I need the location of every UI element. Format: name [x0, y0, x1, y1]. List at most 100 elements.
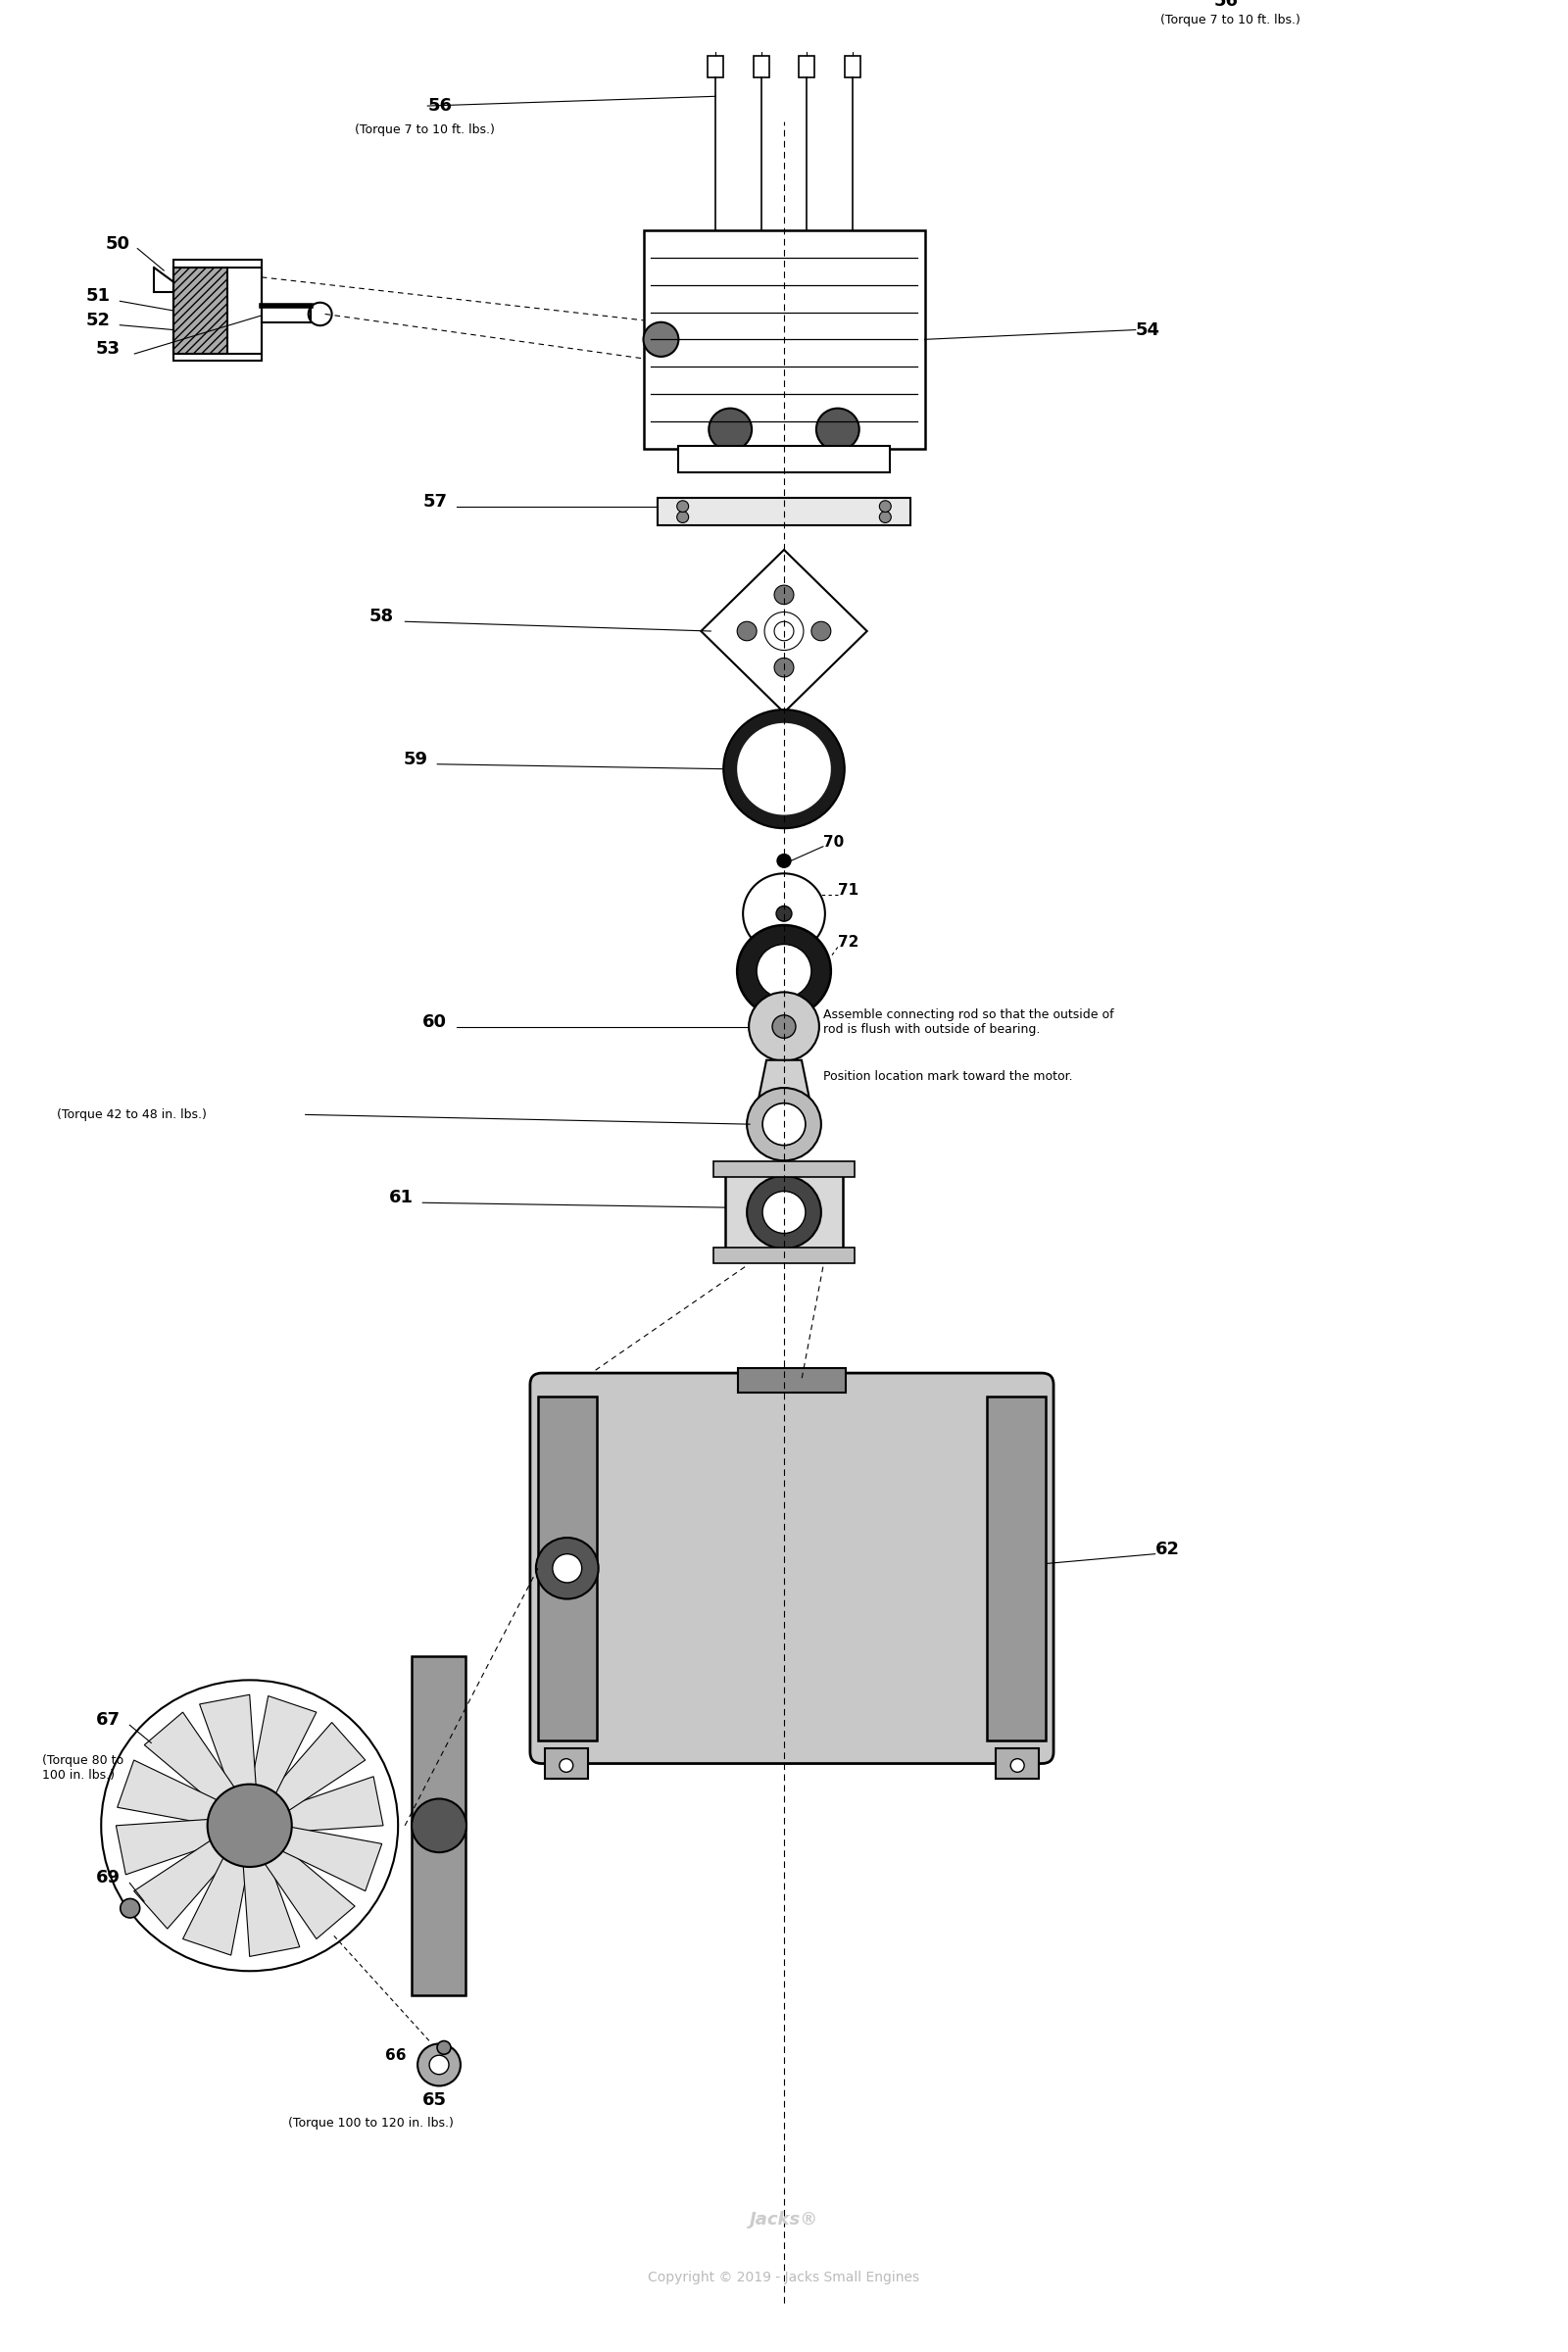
- Text: 54: 54: [1135, 320, 1160, 339]
- Bar: [174, 268, 262, 353]
- Text: 71: 71: [837, 882, 858, 898]
- Bar: [174, 268, 227, 353]
- Circle shape: [643, 322, 679, 358]
- Text: 72: 72: [837, 936, 859, 950]
- Bar: [993, 1576, 1033, 1595]
- Circle shape: [709, 409, 751, 452]
- Circle shape: [880, 510, 891, 522]
- Text: (Torque 42 to 48 in. lbs.): (Torque 42 to 48 in. lbs.): [56, 1108, 207, 1122]
- Text: 59: 59: [403, 750, 428, 769]
- Text: 52: 52: [86, 310, 110, 329]
- Bar: [544, 1748, 588, 1778]
- Text: Copyright © 2019 - Jacks Small Engines: Copyright © 2019 - Jacks Small Engines: [648, 2270, 920, 2284]
- Circle shape: [737, 924, 831, 1016]
- Circle shape: [778, 854, 790, 868]
- Polygon shape: [243, 1863, 299, 1957]
- Polygon shape: [251, 1696, 317, 1792]
- Circle shape: [757, 943, 811, 997]
- Circle shape: [552, 1555, 582, 1583]
- Circle shape: [817, 409, 859, 452]
- Text: 51: 51: [86, 287, 110, 306]
- Bar: [412, 1656, 466, 1994]
- Polygon shape: [757, 1061, 811, 1108]
- Bar: [996, 1748, 1040, 1778]
- Bar: [679, 445, 889, 473]
- Polygon shape: [701, 550, 867, 713]
- Text: 65: 65: [422, 2091, 447, 2110]
- Polygon shape: [265, 1849, 354, 1938]
- Text: (Torque 80 to
100 in. lbs.): (Torque 80 to 100 in. lbs.): [42, 1755, 124, 1783]
- Text: (Torque 100 to 120 in. lbs.): (Torque 100 to 120 in. lbs.): [287, 2117, 453, 2131]
- Polygon shape: [199, 1696, 256, 1790]
- Text: 53: 53: [96, 341, 121, 358]
- Circle shape: [775, 586, 793, 604]
- Circle shape: [412, 1799, 466, 1853]
- Text: 56: 56: [428, 96, 452, 115]
- Polygon shape: [144, 1712, 234, 1804]
- Bar: [174, 261, 262, 360]
- Text: 66: 66: [386, 2049, 406, 2063]
- Circle shape: [762, 1190, 806, 1232]
- Bar: [993, 1602, 1033, 1621]
- Text: (Torque 7 to 10 ft. lbs.): (Torque 7 to 10 ft. lbs.): [1160, 14, 1300, 26]
- Text: 70: 70: [823, 835, 844, 849]
- Text: 58: 58: [368, 607, 394, 626]
- Text: 61: 61: [389, 1190, 412, 1207]
- Circle shape: [762, 1103, 806, 1145]
- Circle shape: [811, 621, 831, 640]
- Circle shape: [746, 1176, 822, 1249]
- Text: 62: 62: [1156, 1541, 1179, 1557]
- Circle shape: [737, 722, 831, 814]
- Circle shape: [207, 1785, 292, 1867]
- Bar: [707, 56, 723, 78]
- Circle shape: [536, 1538, 599, 1599]
- Bar: [657, 499, 911, 524]
- Polygon shape: [287, 1776, 383, 1832]
- Circle shape: [437, 2042, 450, 2053]
- Text: Position location mark toward the motor.: Position location mark toward the motor.: [823, 1070, 1073, 1082]
- Circle shape: [560, 1759, 572, 1771]
- Bar: [798, 56, 814, 78]
- Circle shape: [880, 501, 891, 513]
- Polygon shape: [282, 1828, 383, 1891]
- Text: Assemble connecting rod so that the outside of
rod is flush with outside of bear: Assemble connecting rod so that the outs…: [823, 1009, 1113, 1035]
- Bar: [643, 230, 925, 449]
- Circle shape: [746, 1089, 822, 1160]
- Bar: [993, 1522, 1033, 1541]
- FancyBboxPatch shape: [530, 1374, 1054, 1764]
- Circle shape: [750, 993, 818, 1061]
- Text: 60: 60: [423, 1014, 447, 1030]
- Circle shape: [677, 510, 688, 522]
- Circle shape: [430, 2056, 448, 2074]
- Bar: [538, 1397, 596, 1740]
- Circle shape: [723, 710, 845, 828]
- Bar: [845, 56, 861, 78]
- Circle shape: [121, 1898, 140, 1917]
- Bar: [754, 56, 770, 78]
- Polygon shape: [118, 1759, 216, 1823]
- Bar: [739, 1369, 845, 1392]
- Circle shape: [417, 2044, 461, 2086]
- Text: Jacks®: Jacks®: [750, 2211, 818, 2230]
- Bar: [993, 1494, 1033, 1515]
- Polygon shape: [273, 1722, 365, 1811]
- Text: 50: 50: [105, 235, 130, 252]
- Polygon shape: [183, 1858, 248, 1955]
- Circle shape: [677, 501, 688, 513]
- Circle shape: [776, 906, 792, 922]
- Circle shape: [737, 621, 757, 640]
- Bar: [713, 1162, 855, 1176]
- Circle shape: [1010, 1759, 1024, 1771]
- Circle shape: [773, 1016, 795, 1037]
- Circle shape: [309, 303, 332, 325]
- Bar: [726, 1169, 842, 1256]
- Text: 69: 69: [96, 1870, 121, 1886]
- Polygon shape: [116, 1820, 212, 1875]
- Text: (Torque 7 to 10 ft. lbs.): (Torque 7 to 10 ft. lbs.): [354, 122, 494, 136]
- Polygon shape: [133, 1842, 227, 1929]
- Text: 67: 67: [96, 1712, 121, 1729]
- Text: 57: 57: [423, 494, 447, 510]
- Bar: [713, 1247, 855, 1263]
- Text: 56: 56: [1214, 0, 1239, 9]
- Circle shape: [775, 659, 793, 677]
